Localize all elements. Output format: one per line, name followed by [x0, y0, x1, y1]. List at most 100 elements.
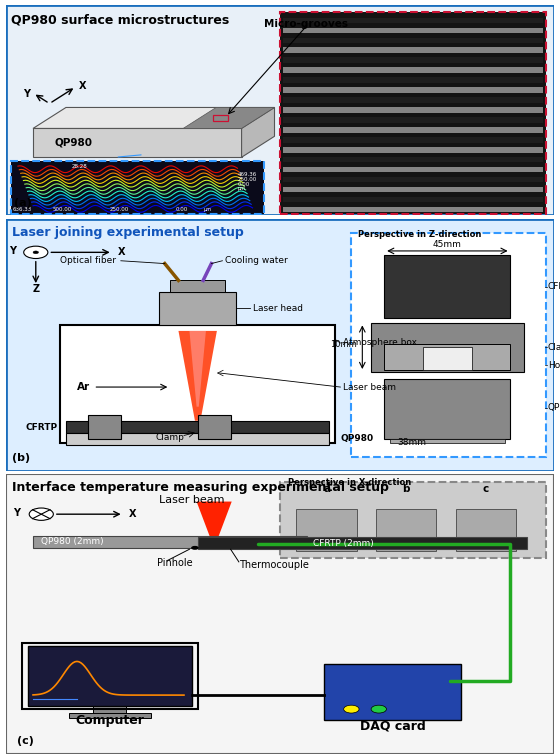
Text: 636.33: 636.33 [12, 207, 31, 213]
Bar [27, 645, 192, 706]
Bar [283, 67, 543, 73]
Text: X: X [79, 81, 87, 90]
Bar [283, 78, 543, 83]
Bar [94, 706, 127, 713]
Bar [371, 323, 524, 372]
Polygon shape [189, 331, 206, 406]
Circle shape [344, 705, 359, 713]
Text: X: X [129, 509, 137, 520]
Text: X: X [118, 247, 125, 257]
Bar [283, 197, 543, 202]
Text: b: b [403, 484, 410, 494]
Text: 0.00: 0.00 [176, 207, 188, 213]
Text: 28.28: 28.28 [72, 164, 87, 169]
Text: Laser head: Laser head [253, 304, 302, 313]
Text: Laser beam: Laser beam [343, 382, 396, 391]
Bar [22, 643, 198, 709]
Text: μm: μm [203, 207, 211, 213]
Bar [283, 137, 543, 143]
Bar [456, 508, 516, 550]
Text: μm: μm [237, 186, 245, 191]
Text: Interface temperature measuring experimental setup: Interface temperature measuring experime… [12, 480, 389, 494]
Text: Ar: Ar [77, 382, 90, 392]
Bar [351, 233, 546, 457]
Bar [283, 167, 543, 173]
Text: Thermocouple: Thermocouple [239, 559, 309, 570]
Text: Laser joining experimental setup: Laser joining experimental setup [12, 225, 244, 239]
Bar [60, 325, 335, 443]
Text: Y: Y [10, 246, 17, 256]
Bar [384, 344, 511, 370]
Text: Pinhole: Pinhole [156, 558, 192, 569]
Bar [283, 177, 543, 182]
Bar [283, 87, 543, 93]
FancyBboxPatch shape [280, 482, 546, 558]
Text: CFRTP: CFRTP [26, 423, 58, 432]
Text: Computer: Computer [76, 714, 144, 727]
Polygon shape [179, 331, 217, 421]
Text: Y: Y [13, 507, 20, 518]
Text: 38mm: 38mm [397, 438, 426, 447]
Bar [283, 117, 543, 123]
Bar [324, 664, 461, 720]
Text: Laser beam: Laser beam [159, 495, 225, 505]
Text: 250.00: 250.00 [237, 177, 256, 182]
Polygon shape [33, 108, 274, 128]
Bar [384, 255, 511, 318]
Bar [283, 207, 543, 213]
Text: 45mm: 45mm [433, 240, 462, 249]
Bar [423, 347, 472, 369]
Polygon shape [241, 108, 274, 158]
Bar [88, 415, 121, 439]
Bar [283, 38, 543, 43]
Circle shape [24, 246, 48, 259]
Text: Clamp: Clamp [156, 433, 185, 442]
Text: Micro-grooves: Micro-grooves [264, 19, 348, 29]
Bar [296, 508, 357, 550]
Text: c: c [483, 484, 489, 494]
Text: DAQ card: DAQ card [360, 719, 426, 732]
Text: Hole: Hole [548, 360, 560, 369]
Text: 469.36: 469.36 [237, 172, 256, 176]
Bar [69, 713, 151, 718]
Text: 500.00: 500.00 [52, 207, 72, 213]
Bar [198, 415, 231, 439]
Circle shape [191, 546, 199, 550]
Text: (a): (a) [14, 198, 31, 207]
Bar [33, 536, 307, 548]
Bar [283, 57, 543, 63]
Bar [66, 421, 329, 434]
Bar [66, 434, 329, 445]
Text: a: a [323, 484, 330, 494]
Text: (c): (c) [17, 736, 34, 746]
Bar [283, 17, 543, 23]
Text: CFRTP (2mm): CFRTP (2mm) [313, 539, 374, 548]
Circle shape [33, 251, 39, 254]
Bar [390, 440, 505, 443]
Text: Optical fiber: Optical fiber [60, 256, 116, 265]
Text: Clamp: Clamp [548, 343, 560, 351]
Text: QP980: QP980 [55, 138, 93, 148]
Text: QP980: QP980 [340, 434, 374, 443]
Bar [283, 157, 543, 163]
Text: Y: Y [23, 89, 30, 99]
Text: QP980 surface microstructures: QP980 surface microstructures [11, 13, 230, 26]
Bar [11, 161, 264, 213]
Text: Perspective in Z-direction: Perspective in Z-direction [358, 230, 481, 239]
Bar [384, 379, 511, 440]
Bar [213, 115, 228, 121]
Text: 250.00: 250.00 [110, 207, 129, 213]
Bar [283, 107, 543, 112]
Bar [283, 187, 543, 192]
Text: 0.00: 0.00 [237, 182, 249, 187]
Bar [283, 48, 543, 53]
Polygon shape [183, 108, 274, 128]
Text: 10mm: 10mm [330, 340, 357, 349]
Polygon shape [197, 501, 232, 542]
Bar [283, 97, 543, 103]
Bar [159, 292, 236, 325]
Bar [283, 28, 543, 33]
Polygon shape [33, 128, 241, 158]
Bar [170, 280, 225, 292]
Bar [280, 12, 546, 213]
